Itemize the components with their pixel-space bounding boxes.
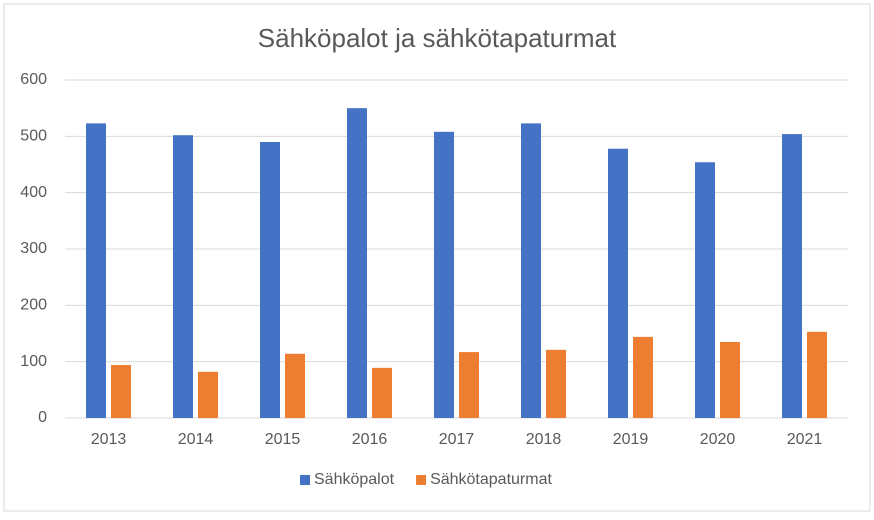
x-tick-label: 2019: [613, 431, 649, 448]
legend-swatch: [416, 475, 427, 485]
x-tick-label: 2017: [439, 431, 475, 448]
legend-swatch: [300, 475, 310, 485]
chart-title: Sähköpalot ja sähkötapaturmat: [258, 23, 617, 53]
bar: [86, 123, 106, 419]
bar: [434, 131, 454, 418]
x-tick-label: 2013: [91, 431, 127, 448]
x-tick-label: 2016: [352, 431, 388, 448]
x-tick-label: 2014: [178, 431, 214, 448]
legend-label: Sähkötapaturmat: [430, 471, 552, 488]
x-tick-label: 2015: [265, 431, 301, 448]
x-tick-label: 2018: [526, 431, 562, 448]
y-tick-label: 0: [38, 409, 47, 426]
y-tick-label: 200: [20, 297, 47, 314]
bar: [608, 148, 628, 418]
bar: [521, 123, 541, 419]
bar: [173, 135, 193, 418]
bar: [459, 352, 479, 418]
y-tick-label: 600: [20, 71, 47, 88]
x-tick-label: 2020: [700, 431, 736, 448]
x-tick-label: 2021: [787, 431, 823, 448]
y-tick-label: 400: [20, 184, 47, 201]
y-tick-label: 500: [20, 128, 47, 145]
bar: [285, 353, 305, 418]
bar: [633, 336, 653, 418]
bar: [720, 341, 740, 418]
bar: [807, 331, 827, 418]
y-tick-label: 100: [20, 353, 47, 370]
bar: [546, 349, 566, 418]
bar: [111, 365, 131, 418]
bar: [260, 141, 280, 418]
y-tick-label: 300: [20, 240, 47, 257]
bar: [372, 367, 392, 418]
bar: [347, 108, 367, 419]
bar: [695, 162, 715, 418]
bar: [198, 371, 218, 418]
bar: [782, 134, 802, 418]
legend-label: Sähköpalot: [314, 471, 395, 488]
